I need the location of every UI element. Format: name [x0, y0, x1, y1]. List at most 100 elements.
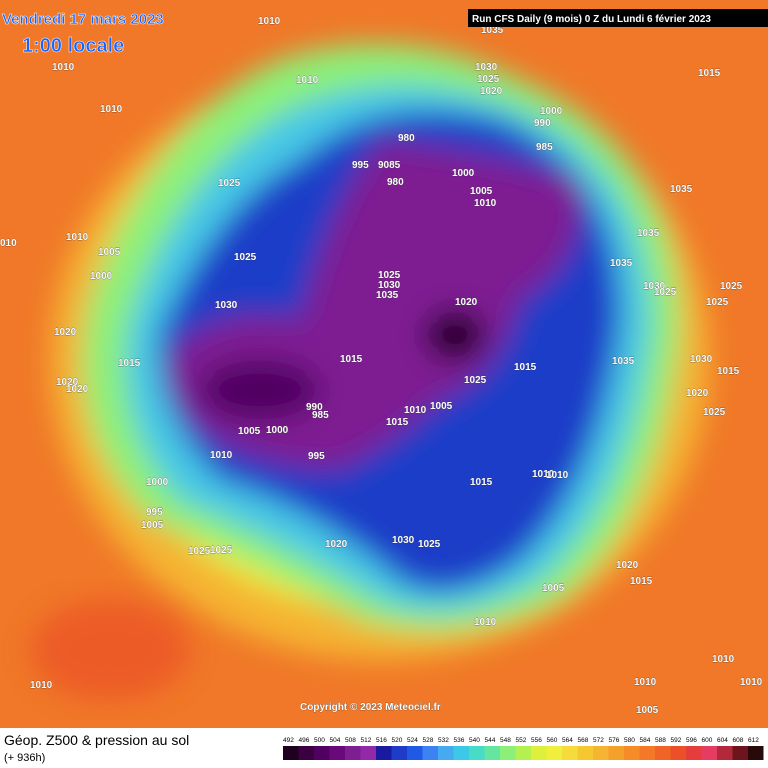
- isobar-label: 980: [387, 177, 404, 188]
- legend-swatch: [732, 746, 748, 760]
- isobar-label: 1015: [386, 417, 409, 428]
- isobar-label: 1020: [325, 539, 348, 550]
- isobar-label: 1025: [218, 178, 241, 189]
- isobar-label: 1015: [717, 366, 740, 377]
- isobar-label: 1010: [634, 677, 657, 688]
- legend-label: 532: [438, 737, 449, 744]
- isobar-label: 1010: [66, 232, 89, 243]
- isobar-label: 1025: [234, 252, 257, 263]
- isobar-labels: 1010101010101010103510301025102010151000…: [0, 16, 763, 716]
- legend-label: 552: [516, 737, 527, 744]
- legend-label: 548: [500, 737, 511, 744]
- legend-swatch: [391, 746, 407, 760]
- legend-swatch: [562, 746, 578, 760]
- isobar-label: 1025: [464, 375, 487, 386]
- legend-label: 500: [314, 737, 325, 744]
- isobar-label: 1030: [215, 300, 238, 311]
- isobar-label: 1010: [296, 75, 319, 86]
- legend-label: 540: [469, 737, 480, 744]
- legend-label: 516: [376, 737, 387, 744]
- legend-swatch: [360, 746, 376, 760]
- isobar-label: 990: [534, 118, 551, 129]
- isobar-label: 1005: [141, 520, 164, 531]
- legend-label: 556: [531, 737, 542, 744]
- isobar-label: 1010: [30, 680, 53, 691]
- isobar-label: 1030: [475, 62, 498, 73]
- legend-label: 576: [609, 737, 620, 744]
- legend-label: 584: [640, 737, 651, 744]
- isobar-label: 1025: [188, 546, 211, 557]
- legend-swatch: [593, 746, 609, 760]
- legend-label: 536: [454, 737, 465, 744]
- isobar-label: 1020: [56, 377, 79, 388]
- legend-label: 596: [686, 737, 697, 744]
- isobar-label: 1000: [452, 168, 475, 179]
- isobar-label: 1035: [481, 25, 504, 36]
- copyright: Copyright © 2023 Meteociel.fr: [300, 702, 441, 713]
- legend-label: 528: [423, 737, 434, 744]
- legend-label: 504: [330, 737, 341, 744]
- isobar-label: 1000: [146, 477, 169, 488]
- legend-swatch: [639, 746, 655, 760]
- legend-swatch: [469, 746, 485, 760]
- legend-label: 612: [748, 737, 759, 744]
- isobar-label: 985: [536, 142, 553, 153]
- isobar-label: 990: [306, 402, 323, 413]
- legend-label: 496: [299, 737, 310, 744]
- legend-swatch: [655, 746, 671, 760]
- isobar-label: 1010: [474, 617, 497, 628]
- legend-label: 572: [593, 737, 604, 744]
- isobar-label: 1010: [404, 405, 427, 416]
- isobar-label: 1025: [418, 539, 441, 550]
- isobar-label: 1025: [720, 281, 743, 292]
- isobar-label: 1015: [118, 358, 141, 369]
- isobar-label: 1020: [66, 384, 89, 395]
- isobar-label: 995: [308, 451, 325, 462]
- isobar-label: 1020: [54, 327, 77, 338]
- isobar-label: 1035: [610, 258, 633, 269]
- isobar-label: 1025: [378, 270, 401, 281]
- legend-swatch: [608, 746, 624, 760]
- isobar-label: 1020: [455, 297, 478, 308]
- legend-swatch: [453, 746, 469, 760]
- legend-swatch: [531, 746, 547, 760]
- isobar-label: 1020: [686, 388, 709, 399]
- isobar-label: 1010: [546, 470, 569, 481]
- legend-label: 512: [361, 737, 372, 744]
- isobar-label: 1005: [98, 247, 121, 258]
- map-time: 1:00 locale: [22, 35, 124, 57]
- legend-label: 524: [407, 737, 418, 744]
- isobar-label: 1030: [392, 535, 415, 546]
- isobar-label: 1005: [238, 426, 261, 437]
- legend-label: 604: [717, 737, 728, 744]
- legend-swatch: [515, 746, 531, 760]
- isobar-label: 995: [352, 160, 369, 171]
- isobar-label: 1035: [637, 228, 660, 239]
- legend-swatch: [438, 746, 454, 760]
- isobar-label: 1010: [100, 104, 123, 115]
- isobar-label: 995: [146, 507, 163, 518]
- isobar-label: 980: [398, 133, 415, 144]
- legend-swatch: [500, 746, 516, 760]
- legend-label: 520: [392, 737, 403, 744]
- isobar-label: 1010: [712, 654, 735, 665]
- legend-swatch: [748, 746, 764, 760]
- isobar-label: 1030: [690, 354, 713, 365]
- isobar-label: 1025: [477, 74, 500, 85]
- isobar-label: 1035: [670, 184, 693, 195]
- map-date: Vendredi 17 mars 2023: [2, 11, 164, 28]
- legend: 492 496 500 504 508 512 516 520 524 528 532 536 540 5…: [283, 737, 764, 760]
- isobar-label: 1000: [266, 425, 289, 436]
- isobar-label: 1030: [378, 280, 401, 291]
- legend-swatch: [701, 746, 717, 760]
- isobar-label: 1035: [376, 290, 399, 301]
- isobar-label: 9085: [378, 160, 401, 171]
- isobar-label: 1020: [480, 86, 503, 97]
- legend-label: 508: [345, 737, 356, 744]
- isobar-label: 1010: [474, 198, 497, 209]
- legend-label: 580: [624, 737, 635, 744]
- isobar-label: 010: [0, 238, 17, 249]
- run-info-box: [468, 9, 768, 27]
